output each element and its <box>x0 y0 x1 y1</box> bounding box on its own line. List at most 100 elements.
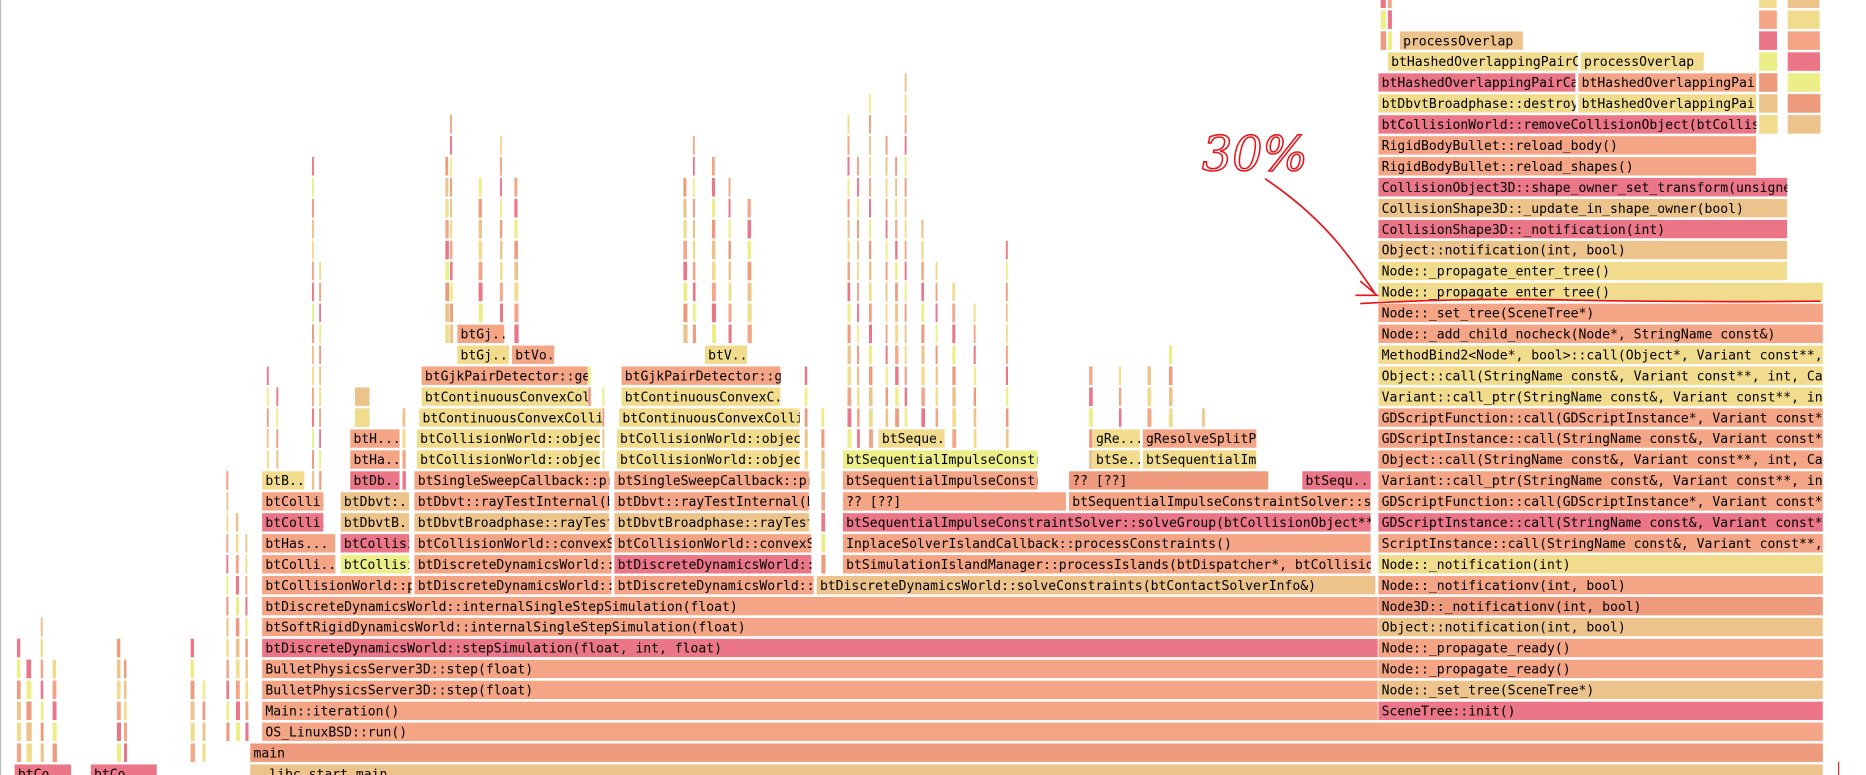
frame-sliver <box>951 345 956 365</box>
frame: btColli... <box>261 512 324 532</box>
frame-sliver <box>856 303 860 323</box>
frame-sliver <box>692 282 697 302</box>
frame: RigidBodyBullet::reload_shapes() <box>1378 156 1757 176</box>
frame-sliver <box>894 407 900 428</box>
frame-sliver <box>244 575 248 595</box>
frame-box <box>621 366 781 386</box>
frame-sliver <box>804 386 808 407</box>
frame: btDiscreteDynamicsWorld::ir <box>614 554 812 574</box>
frame-sliver <box>1088 407 1094 428</box>
frame-box <box>842 533 1371 553</box>
frame-sliver <box>1787 72 1821 93</box>
frame-sliver <box>444 198 450 218</box>
frame-sliver <box>190 638 195 658</box>
frame-label: main <box>253 746 285 761</box>
frame-sliver <box>40 742 45 763</box>
frame-box <box>618 408 800 428</box>
frame: Node::_set_tree(SceneTree*) <box>1378 303 1824 323</box>
frame-sliver <box>1168 345 1173 365</box>
frame-sliver <box>868 261 872 281</box>
frame-sliver <box>920 261 925 281</box>
frame-box <box>261 575 412 595</box>
frame-label: Node::_propagate_enter_tree() <box>1382 286 1610 301</box>
frame-sliver <box>885 198 889 218</box>
frames: __libc_start_main btCo btCo main OS_LinuxBSD… <box>14 0 1862 775</box>
frame-sliver <box>235 722 241 742</box>
frame-box <box>349 429 400 449</box>
frame-sliver <box>478 198 483 218</box>
frame-sliver <box>266 365 270 386</box>
frame-sliver <box>311 261 315 281</box>
frame-sliver <box>513 303 519 323</box>
frame: gRe... <box>1092 429 1141 449</box>
frame: Node::_notification(int) <box>1378 554 1824 574</box>
frame-label: Node::_notificationv(int, bool) <box>1382 579 1626 594</box>
frame-sliver <box>868 345 873 365</box>
frame-sliver <box>190 722 196 742</box>
frame-label: btHas... <box>265 537 328 552</box>
frame-sliver <box>856 428 861 449</box>
frame-label: MethodBind2<Node*, bool>::call(Object*, … <box>1382 348 1854 363</box>
frame-label: Node::_notification(int) <box>1382 558 1571 573</box>
frame-sliver <box>747 198 752 218</box>
frame-sliver <box>123 659 127 679</box>
frame-box <box>1378 617 1824 637</box>
frame: GDScriptFunction::call(GDScriptInstance*… <box>1378 408 1824 428</box>
frame-sliver <box>266 449 270 470</box>
frame: ?? [??] <box>842 491 1067 511</box>
frame-sliver <box>601 428 605 449</box>
frame-sliver <box>25 659 32 679</box>
frame-sliver <box>904 198 908 218</box>
frame-sliver <box>935 345 939 365</box>
frame-sliver <box>682 261 688 281</box>
frame-sliver <box>1787 93 1821 114</box>
frame-sliver <box>1118 386 1122 407</box>
frame-sliver <box>235 638 240 658</box>
frame-sliver <box>711 261 717 281</box>
frame-sliver <box>951 407 957 428</box>
frame-sliver <box>820 449 826 470</box>
frame-sliver <box>444 156 449 177</box>
frame-sliver <box>311 428 315 449</box>
frame-box <box>621 387 781 407</box>
frame: Main::iteration() <box>261 701 1379 721</box>
frame-sliver <box>847 198 850 218</box>
frame: GDScriptInstance::call(StringName const&… <box>1378 429 1824 449</box>
frame-box <box>1378 219 1788 239</box>
frame-sliver <box>1005 240 1009 260</box>
frame-sliver <box>682 303 688 323</box>
frame-sliver <box>449 240 453 260</box>
frame: btV... <box>704 345 748 365</box>
frame-label: GDScriptInstance::call(StringName const&… <box>1382 516 1862 531</box>
frame-sliver <box>920 219 924 239</box>
frame-sliver <box>820 554 826 574</box>
frame-sliver <box>275 386 279 407</box>
frame: btDbvtBroadphase::rayTest(b <box>414 512 610 532</box>
frame-box <box>1378 470 1824 490</box>
frame-sliver <box>25 722 33 742</box>
frame-sliver <box>1005 303 1009 323</box>
frame-sliver <box>190 742 196 763</box>
frame-box <box>1378 554 1824 574</box>
frame-sliver <box>847 365 852 386</box>
frame-label: btCo <box>94 767 126 775</box>
frame-sliver <box>973 365 977 386</box>
frame-sliver <box>190 701 196 721</box>
frame-sliver <box>311 198 315 218</box>
frame-sliver <box>401 428 406 449</box>
frame-sliver <box>16 638 21 658</box>
frame: Node::_propagate_ready() <box>1378 638 1824 658</box>
frame-label: btDb... <box>353 474 408 489</box>
frame-label: btHashedOverlappingPair <box>1582 76 1763 91</box>
frame: btColli... <box>261 554 336 574</box>
frame-box <box>1578 72 1757 93</box>
frame-label: SceneTree::init() <box>1382 705 1516 720</box>
frame-box <box>421 387 588 407</box>
frame-sliver <box>235 659 241 679</box>
frame-sliver <box>847 135 850 156</box>
frame: Node::_add_child_nocheck(Node*, StringNa… <box>1378 324 1824 344</box>
frame-box <box>1068 491 1371 511</box>
frame-sliver <box>449 261 454 281</box>
frame-sliver <box>868 156 872 177</box>
frame: btGj... <box>456 324 505 344</box>
